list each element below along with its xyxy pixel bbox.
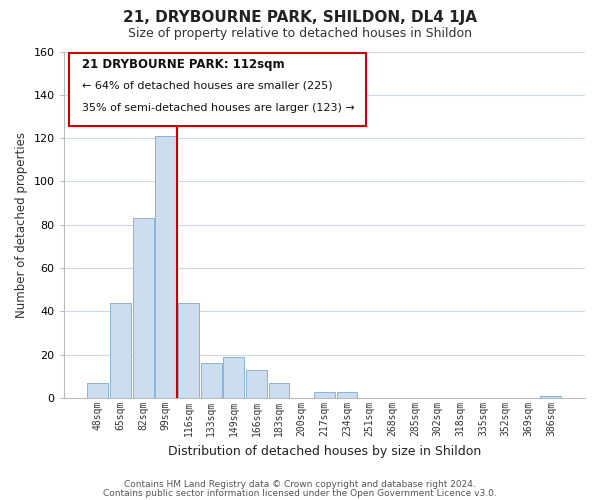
Text: 35% of semi-detached houses are larger (123) →: 35% of semi-detached houses are larger (… [82, 104, 355, 114]
FancyBboxPatch shape [69, 53, 366, 126]
Bar [314, 392, 335, 398]
X-axis label: Distribution of detached houses by size in Shildon: Distribution of detached houses by size … [168, 444, 481, 458]
Text: Contains public sector information licensed under the Open Government Licence v3: Contains public sector information licen… [103, 488, 497, 498]
Bar [223, 357, 244, 398]
Bar [110, 303, 131, 398]
Bar [155, 136, 176, 398]
Text: Contains HM Land Registry data © Crown copyright and database right 2024.: Contains HM Land Registry data © Crown c… [124, 480, 476, 489]
Bar [88, 383, 108, 398]
Bar [133, 218, 154, 398]
Bar [178, 303, 199, 398]
Y-axis label: Number of detached properties: Number of detached properties [15, 132, 28, 318]
Text: Size of property relative to detached houses in Shildon: Size of property relative to detached ho… [128, 28, 472, 40]
Text: 21, DRYBOURNE PARK, SHILDON, DL4 1JA: 21, DRYBOURNE PARK, SHILDON, DL4 1JA [123, 10, 477, 25]
Text: 21 DRYBOURNE PARK: 112sqm: 21 DRYBOURNE PARK: 112sqm [82, 58, 284, 71]
Bar [200, 364, 221, 398]
Text: ← 64% of detached houses are smaller (225): ← 64% of detached houses are smaller (22… [82, 80, 332, 90]
Bar [269, 383, 289, 398]
Bar [337, 392, 358, 398]
Bar [541, 396, 562, 398]
Bar [246, 370, 267, 398]
